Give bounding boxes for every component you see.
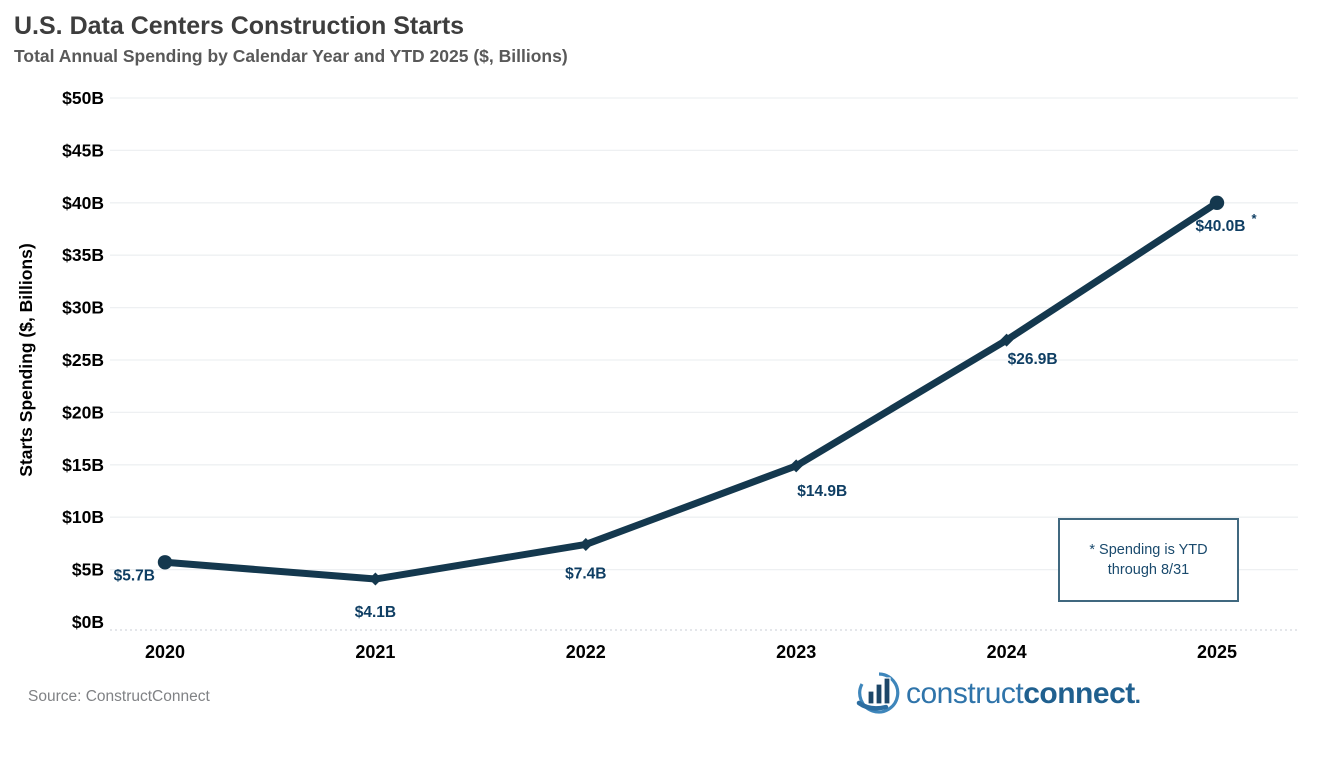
constructconnect-logo-icon	[856, 672, 900, 714]
data-point-marker	[579, 537, 593, 551]
data-point-label: $7.4B	[565, 565, 606, 582]
y-tick-label: $40B	[62, 193, 104, 213]
y-tick-label: $50B	[62, 88, 104, 108]
data-point-marker	[1000, 333, 1014, 347]
data-point-label: $14.9B	[797, 483, 847, 500]
y-tick-label: $30B	[62, 298, 104, 318]
footnote-line-2: through 8/31	[1107, 562, 1190, 578]
logo-trademark-dot: .	[1134, 683, 1141, 708]
source-text: Source: ConstructConnect	[28, 688, 210, 705]
x-tick-label: 2020	[145, 642, 185, 662]
y-tick-label: $15B	[62, 455, 104, 475]
x-tick-label: 2021	[355, 642, 395, 662]
footnote-box: * Spending is YTD through 8/31	[1058, 518, 1239, 602]
y-tick-label: $35B	[62, 245, 104, 265]
y-tick-label: $20B	[62, 402, 104, 422]
data-point-label: $4.1B	[355, 604, 396, 621]
y-tick-label: $45B	[62, 140, 104, 160]
data-point-marker	[789, 459, 803, 473]
x-tick-label: 2025	[1197, 642, 1237, 662]
constructconnect-logo: constructconnect.	[856, 671, 1141, 717]
x-tick-label: 2024	[987, 642, 1027, 662]
constructconnect-logo-text: constructconnect.	[906, 677, 1141, 711]
data-point-marker	[157, 555, 173, 570]
y-tick-label: $10B	[62, 507, 104, 527]
data-point-marker	[1209, 195, 1225, 210]
y-tick-label: $0B	[72, 612, 104, 632]
x-tick-label: 2022	[566, 642, 606, 662]
data-point-label: $26.9B	[1008, 351, 1058, 368]
footnote-line-1: * Spending is YTD	[1089, 541, 1208, 558]
page-title: U.S. Data Centers Construction Starts	[14, 12, 465, 40]
data-point-marker	[368, 572, 382, 586]
x-tick-label: 2023	[776, 642, 816, 662]
logo-construct: construct	[906, 677, 1024, 710]
data-point-label: $5.7B	[114, 567, 155, 584]
page-subtitle: Total Annual Spending by Calendar Year a…	[14, 46, 568, 66]
y-tick-label: $25B	[62, 350, 104, 370]
logo-connect: connect	[1023, 677, 1135, 710]
y-tick-label: $5B	[72, 560, 104, 580]
series-line	[161, 199, 1221, 583]
